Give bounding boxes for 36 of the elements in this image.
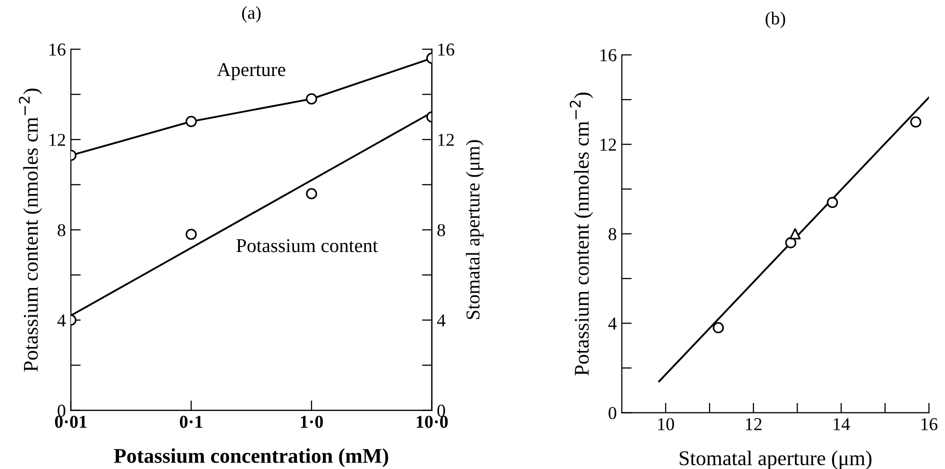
y-tick-label: 0 [58, 404, 66, 417]
x-tick-label: 0·1 [180, 416, 202, 428]
y-axis-title: Potassium content (nmoles cm$^{−2}$) [570, 92, 594, 376]
y-tick-label: 12 [600, 138, 616, 151]
series-label: Aperture [217, 63, 286, 80]
chart-title: (b) [766, 12, 786, 28]
x-tick-label: 10·0 [416, 416, 448, 428]
y-tick-label: 0 [608, 406, 616, 420]
y2-tick-label: 16 [438, 44, 454, 56]
y-tick-label: 8 [608, 228, 616, 240]
point [910, 116, 922, 128]
x-tick-label: 14 [834, 418, 850, 430]
y-tick-label: 12 [50, 134, 66, 146]
point [785, 237, 796, 248]
text: Potassium content [236, 239, 378, 252]
x-tick-label: 12 [746, 418, 762, 430]
y-tick-label: 4 [57, 314, 66, 326]
y-tick-label: 8 [58, 224, 66, 236]
y2-axis-title: Stomatal aperture (μm) [466, 140, 484, 320]
point [712, 322, 724, 334]
x-tick-label: 10 [658, 418, 674, 430]
point [790, 228, 801, 240]
y-tick-label: 4 [608, 318, 617, 330]
y2-tick-label: 12 [438, 134, 454, 146]
y2-tick-label: 0 [437, 404, 446, 417]
y-axis-title: Potassium content (nmoles cm$^{−2}$) [18, 88, 42, 372]
y2-tick-label: 4 [437, 314, 446, 326]
y-tick-label: 16 [50, 44, 66, 56]
y2-tick-label: 8 [437, 224, 446, 236]
x-tick-label: 0·01 [55, 416, 86, 428]
x-tick-label: 16 [921, 418, 938, 430]
x-axis-title: Potassium concentration (mM) [114, 448, 388, 468]
point [826, 196, 838, 208]
y-tick-label: 16 [600, 49, 616, 62]
chart-title: (a) [242, 6, 261, 23]
x-tick-label: 1·0 [300, 416, 323, 428]
